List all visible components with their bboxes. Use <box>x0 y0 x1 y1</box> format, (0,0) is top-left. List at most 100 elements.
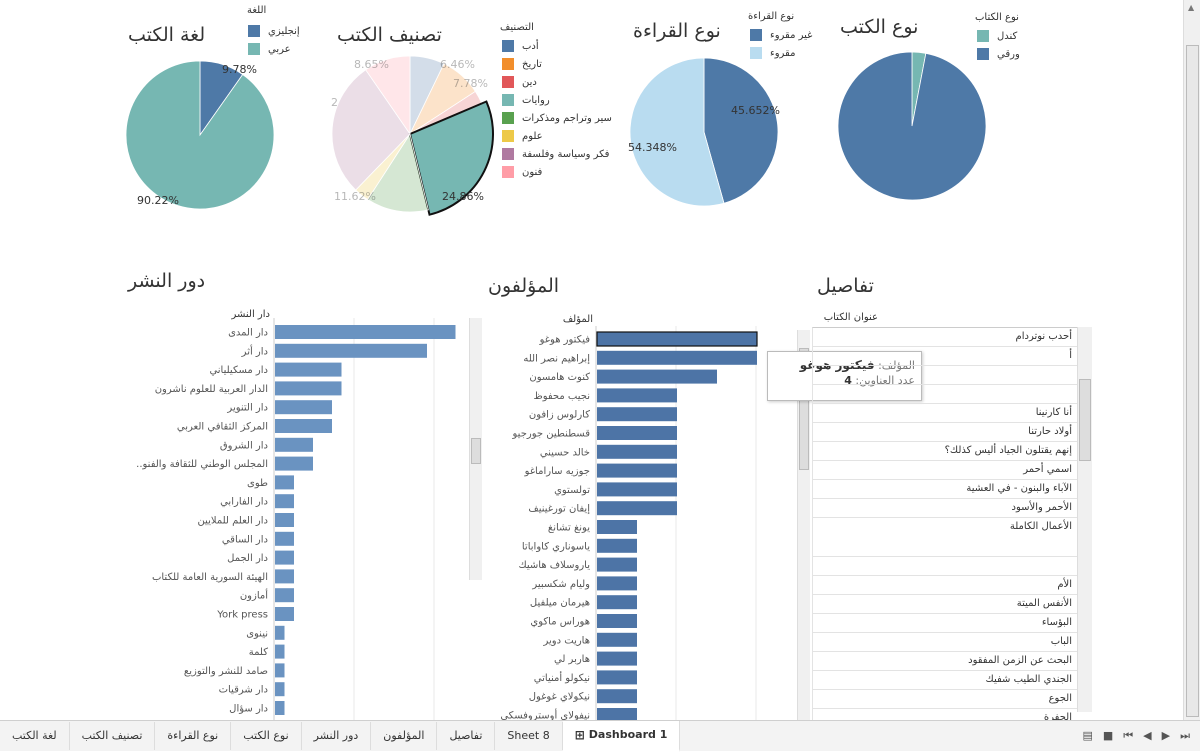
legend-item[interactable]: روايات <box>502 91 612 109</box>
bar[interactable] <box>597 501 677 516</box>
bar[interactable] <box>275 625 285 640</box>
bar[interactable] <box>597 689 637 704</box>
bar[interactable] <box>597 595 637 610</box>
bar[interactable] <box>597 463 677 478</box>
bar[interactable] <box>597 350 757 365</box>
bar[interactable] <box>275 325 456 339</box>
bar[interactable] <box>275 701 285 715</box>
details-row[interactable]: الباب <box>813 633 1078 652</box>
bar[interactable] <box>275 531 294 546</box>
bar[interactable] <box>275 607 294 621</box>
bar[interactable] <box>275 400 332 415</box>
details-row[interactable]: الأنفس الميتة <box>813 595 1078 614</box>
details-row[interactable]: الآباء والبنون - في العشية <box>813 480 1078 499</box>
bar[interactable] <box>597 708 637 720</box>
tab-sheet-8[interactable]: Sheet 8 <box>495 722 563 750</box>
prev-sheet-icon[interactable]: ◀ <box>1143 729 1152 742</box>
bar[interactable] <box>597 444 677 459</box>
last-sheet-icon[interactable]: ⏭ <box>1180 729 1190 742</box>
bar[interactable] <box>275 588 294 603</box>
authors-scroll-thumb[interactable] <box>799 348 809 470</box>
legend-item[interactable]: دين <box>502 73 612 91</box>
pie-slice[interactable] <box>837 51 987 201</box>
details-row[interactable] <box>813 557 1078 576</box>
publishers-scroll-thumb[interactable] <box>471 438 481 464</box>
bar[interactable] <box>275 419 332 433</box>
pie-slice[interactable] <box>367 133 429 213</box>
bar[interactable] <box>597 426 677 440</box>
bar[interactable] <box>275 550 294 565</box>
dashboard-scrollbar[interactable]: ▲ <box>1183 0 1200 720</box>
details-row[interactable]: الجندي الطيب شفيك <box>813 671 1078 690</box>
bar[interactable] <box>597 369 717 384</box>
bar[interactable] <box>275 362 342 377</box>
dashboard-scroll-thumb[interactable] <box>1186 45 1199 717</box>
pie-slice[interactable] <box>703 57 779 204</box>
bar[interactable] <box>275 494 294 509</box>
legend-item[interactable]: فكر وسياسة وفلسفة <box>502 145 612 163</box>
reading-pie-chart[interactable] <box>624 52 784 212</box>
pie-slice[interactable] <box>125 60 275 210</box>
type-pie-chart[interactable] <box>832 46 992 206</box>
bar[interactable] <box>275 682 285 697</box>
details-row[interactable]: الأم <box>813 576 1078 595</box>
show-filmstrip-icon[interactable]: ▤ <box>1082 729 1093 742</box>
bar[interactable] <box>597 651 637 666</box>
details-row[interactable]: أحدب نوتردام <box>813 328 1078 347</box>
bar[interactable] <box>275 569 294 584</box>
details-row[interactable]: الجوع <box>813 690 1078 709</box>
details-row[interactable]: الحفرة <box>813 709 1078 721</box>
bar[interactable] <box>275 456 313 471</box>
bar[interactable] <box>597 407 677 422</box>
language-pie-chart[interactable] <box>120 55 280 215</box>
legend-item[interactable]: علوم <box>502 127 612 145</box>
bar[interactable] <box>597 482 677 497</box>
legend-item[interactable]: عربي <box>248 40 300 58</box>
details-scrollbar[interactable] <box>1077 327 1092 712</box>
bar[interactable] <box>597 614 637 628</box>
bar[interactable] <box>275 381 342 396</box>
publishers-scrollbar[interactable] <box>469 318 482 580</box>
details-row[interactable]: أ <box>813 347 1078 366</box>
bar[interactable] <box>597 520 637 534</box>
pie-slice[interactable] <box>365 55 411 136</box>
bar[interactable] <box>275 343 427 358</box>
tab-language[interactable]: لغة الكتب <box>0 722 70 750</box>
tab-reading[interactable]: نوع القراءة <box>155 722 232 750</box>
first-sheet-icon[interactable]: ⏮ <box>1123 729 1134 742</box>
tab-authors[interactable]: المؤلفون <box>371 722 438 750</box>
details-row[interactable] <box>813 385 1078 404</box>
tab-dashboard-1[interactable]: ⊞ Dashboard 1 <box>562 720 681 752</box>
show-tabs-icon[interactable]: ■ <box>1102 729 1114 742</box>
tab-category[interactable]: تصنيف الكتب <box>70 722 156 750</box>
bar[interactable] <box>275 475 294 490</box>
legend-item[interactable]: إنجليزي <box>248 22 300 40</box>
details-row[interactable]: البحث عن الزمن المفقود <box>813 652 1078 671</box>
authors-scrollbar[interactable] <box>797 330 810 720</box>
legend-item[interactable]: غير مقروء <box>750 26 812 44</box>
legend-item[interactable]: فنون <box>502 163 612 181</box>
bar[interactable] <box>597 388 677 403</box>
details-row[interactable]: إنهم يقتلون الجياد أليس كذلك؟ <box>813 442 1078 461</box>
details-row[interactable] <box>813 366 1078 385</box>
tab-details[interactable]: تفاصيل <box>437 722 496 750</box>
pie-slice[interactable] <box>408 100 494 216</box>
bar[interactable] <box>597 538 637 553</box>
legend-item[interactable]: ورقي <box>977 45 1020 63</box>
bar[interactable] <box>597 632 637 647</box>
bar[interactable] <box>597 576 637 591</box>
bar[interactable] <box>597 670 637 685</box>
details-row[interactable]: أنا كارنينا <box>813 404 1078 423</box>
legend-item[interactable]: كندل <box>977 27 1020 45</box>
tab-type[interactable]: نوع الكتب <box>231 722 302 750</box>
details-row[interactable]: الأحمر والأسود <box>813 499 1078 518</box>
legend-item[interactable]: تاريخ <box>502 55 612 73</box>
bar[interactable] <box>597 557 637 572</box>
pie-slice[interactable] <box>629 57 725 207</box>
authors-bar-chart[interactable]: فيكتور هوغو إبراهيم نصر الله كنوت هامسون نج… <box>484 326 796 720</box>
scroll-up-arrow-icon[interactable]: ▲ <box>1188 3 1195 12</box>
details-scroll-thumb[interactable] <box>1079 379 1091 461</box>
pie-slice[interactable] <box>331 69 411 191</box>
details-row[interactable]: البؤساء <box>813 614 1078 633</box>
details-row[interactable]: أولاد حارتنا <box>813 423 1078 442</box>
